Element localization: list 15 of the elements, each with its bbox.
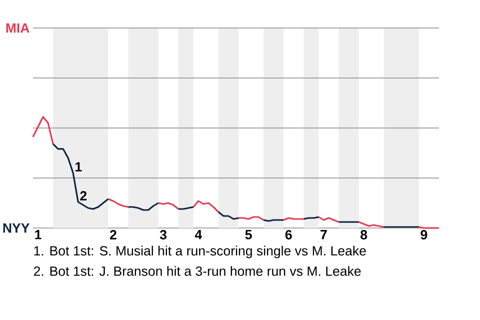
text: MIA (6, 23, 30, 33)
x-tick-label: 5 (245, 230, 252, 240)
x-tick-label: 8 (360, 230, 368, 240)
x-tick-label: 2 (110, 230, 116, 240)
text: 1. Bot 1st: S. Musial hit a run-scoring single vs M. Leake (34, 246, 366, 258)
annotation: 2 (80, 191, 87, 200)
x-tick-label: 3 (160, 230, 167, 240)
x-tick-label: 7 (320, 230, 327, 240)
x-tick-label: 9 (420, 230, 428, 240)
text: NYY (3, 223, 30, 233)
text: 2. Bot 1st: J. Branson hit a 3-run home run vs M. Leake (34, 266, 361, 276)
x-tick-label: 6 (285, 230, 292, 240)
x-tick-label: 1 (35, 230, 42, 240)
x-tick-label: 4 (194, 230, 202, 240)
annotation: 1 (76, 162, 82, 172)
